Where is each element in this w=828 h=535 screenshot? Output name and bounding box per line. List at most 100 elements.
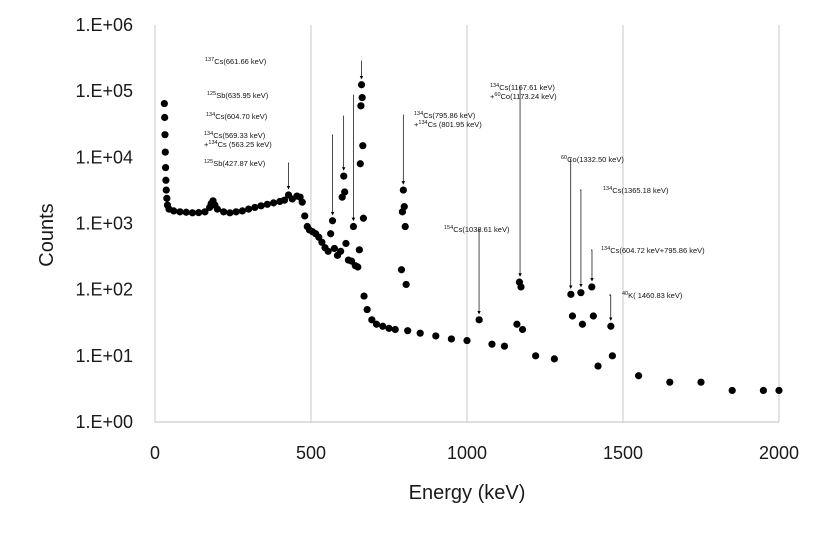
spectrum-point <box>759 386 768 395</box>
y-tick-labels: 1.E+00 1.E+01 1.E+02 1.E+03 1.E+04 1.E+05 1.E+… <box>75 15 133 432</box>
spectrum-point <box>226 209 234 217</box>
spectrum-point <box>161 131 169 139</box>
peak-annotation: 134Cs(1365.18 keV) <box>579 186 669 288</box>
spectrum-point <box>594 362 602 370</box>
spectrum-point <box>359 214 368 222</box>
annotation-label: 60Co(1332.50 keV) <box>561 155 624 164</box>
annotation-label: 134Cs(569.33 keV) <box>204 131 266 140</box>
spectrum-point <box>251 203 259 212</box>
annotation-label: 134Cs(1365.18 keV) <box>603 186 669 195</box>
spectrum-point <box>337 247 345 255</box>
y-tick-label: 1.E+06 <box>75 15 133 35</box>
annotation-label-2: +60Co(1173.24 keV) <box>490 92 557 101</box>
spectrum-point <box>401 222 409 231</box>
spectrum-point <box>402 280 410 289</box>
peak-annotation: 60Co(1332.50 keV) <box>561 155 624 289</box>
spectrum-point <box>220 208 228 216</box>
spectrum-point <box>475 316 483 324</box>
spectrum-point <box>372 320 381 328</box>
spectrum-point <box>578 320 587 328</box>
spectrum-point <box>182 208 190 216</box>
annotation-arrow <box>286 162 291 190</box>
x-tick-label: 1500 <box>603 443 643 463</box>
y-tick-label: 1.E+01 <box>75 346 133 366</box>
y-tick-label: 1.E+00 <box>75 412 133 432</box>
spectrum-point <box>161 148 169 156</box>
spectrum-point <box>170 207 178 215</box>
y-tick-label: 1.E+02 <box>75 280 133 300</box>
spectrum-point <box>728 386 736 395</box>
spectrum-point <box>245 205 253 213</box>
y-tick-label: 1.E+04 <box>75 147 133 167</box>
annotation-label-2: +134Cs (801.95 keV) <box>414 120 482 129</box>
spectrum-point <box>577 289 585 297</box>
spectrum-point <box>162 163 170 172</box>
annotation-arrow <box>609 294 613 321</box>
peak-annotation: 125Sb(427.87 keV) <box>204 159 291 190</box>
spectrum-point <box>568 312 577 320</box>
spectrum-point <box>775 386 783 395</box>
spectrum-point <box>195 209 203 217</box>
spectrum-point <box>697 378 705 386</box>
spectrum-point <box>379 322 387 330</box>
peak-annotation: 125Sb(635.95 keV) <box>207 91 356 222</box>
peak-annotation: 137Cs(661.66 keV) <box>205 57 364 80</box>
spectrum-point <box>518 325 527 334</box>
annotation-label: 137Cs(661.66 keV) <box>205 57 267 66</box>
annotation-arrow <box>590 249 594 282</box>
spectrum-point <box>324 247 332 255</box>
spectrum-point <box>330 244 338 253</box>
data-points <box>160 81 783 395</box>
spectrum-point <box>357 102 365 110</box>
annotation-arrow <box>568 158 573 289</box>
spectrum-point <box>301 212 309 220</box>
annotation-label: 154Cs(1038.61 keV) <box>444 225 510 234</box>
spectrum-point <box>188 209 197 217</box>
annotation-label: 134Cs(795.86 keV) <box>414 111 476 120</box>
y-tick-label: 1.E+05 <box>75 81 133 101</box>
spectrum-point <box>349 222 358 231</box>
spectrum-point <box>363 305 371 314</box>
x-tick-label: 0 <box>150 443 160 463</box>
spectrum-point <box>201 208 209 216</box>
peak-annotation: 134Cs(604.72 keV+795.86 keV) <box>590 246 705 282</box>
annotation-label-2: +134Cs (563.25 keV) <box>204 140 272 149</box>
x-tick-labels: 0 500 1000 1500 2000 <box>150 443 799 463</box>
x-tick-label: 1000 <box>447 443 487 463</box>
spectrum-point <box>340 172 348 180</box>
spectrum-point <box>269 199 278 207</box>
x-axis-title: Energy (keV) <box>409 482 526 504</box>
spectrum-point <box>432 332 440 340</box>
spectrum-point <box>391 325 399 334</box>
spectrum-point <box>360 292 368 300</box>
peak-annotation: 134Cs(569.33 keV)+134Cs (563.25 keV) <box>204 131 335 216</box>
spectrum-point <box>385 324 393 332</box>
spectrum-point <box>342 239 350 248</box>
spectrum-point <box>327 230 335 238</box>
spectrum-point <box>238 207 246 215</box>
spectrum-point <box>257 202 265 210</box>
annotation-label: 125Sb(427.87 keV) <box>204 159 266 168</box>
spectrum-point <box>163 194 171 202</box>
spectrum-point <box>550 355 558 363</box>
spectrum-point <box>354 263 362 271</box>
annotation-arrow <box>579 189 583 288</box>
spectrum-point <box>400 203 408 211</box>
spectrum-point <box>416 329 424 337</box>
spectrum-point <box>404 327 412 335</box>
spectrum-point <box>176 208 184 216</box>
spectrum-point <box>588 283 596 291</box>
spectrum-point <box>589 312 597 320</box>
x-tick-label: 500 <box>296 443 326 463</box>
spectrum-point <box>488 340 496 348</box>
spectrum-point <box>567 290 575 298</box>
annotation-label: 40K( 1460.83 keV) <box>622 291 683 300</box>
spectrum-point <box>399 186 407 194</box>
annotation-label: 134Cs(604.72 keV+795.86 keV) <box>601 246 705 255</box>
spectrum-point <box>280 196 289 204</box>
spectrum-point <box>513 320 521 328</box>
spectrum-point <box>517 283 525 291</box>
spectrum-point <box>463 336 471 345</box>
spectrum-point <box>532 352 540 360</box>
